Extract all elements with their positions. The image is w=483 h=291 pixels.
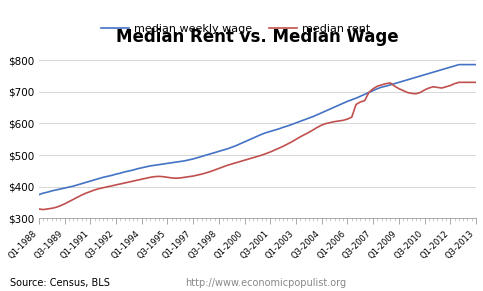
- median weekly wage: [36, 193, 42, 196]
- median rent: [447, 84, 453, 87]
- Text: http://www.economicpopulist.org: http://www.economicpopulist.org: [185, 278, 346, 288]
- median rent: [426, 86, 432, 90]
- median weekly wage: [289, 123, 295, 126]
- median weekly wage: [430, 70, 436, 74]
- Legend: median weekly wage, median rent: median weekly wage, median rent: [96, 19, 375, 38]
- median rent: [435, 86, 440, 89]
- median rent: [40, 208, 46, 211]
- Line: median weekly wage: median weekly wage: [39, 65, 476, 195]
- median weekly wage: [443, 67, 449, 70]
- median weekly wage: [435, 69, 440, 73]
- median rent: [293, 138, 299, 141]
- median weekly wage: [473, 63, 479, 66]
- median weekly wage: [422, 73, 427, 77]
- median rent: [160, 175, 166, 178]
- median weekly wage: [456, 63, 462, 66]
- median rent: [439, 86, 445, 90]
- median rent: [473, 81, 479, 84]
- median weekly wage: [156, 163, 162, 166]
- Title: Median Rent vs. Median Wage: Median Rent vs. Median Wage: [116, 28, 399, 46]
- Line: median rent: median rent: [39, 82, 476, 210]
- median rent: [456, 81, 462, 84]
- median rent: [36, 207, 42, 211]
- Text: Source: Census, BLS: Source: Census, BLS: [10, 278, 110, 288]
